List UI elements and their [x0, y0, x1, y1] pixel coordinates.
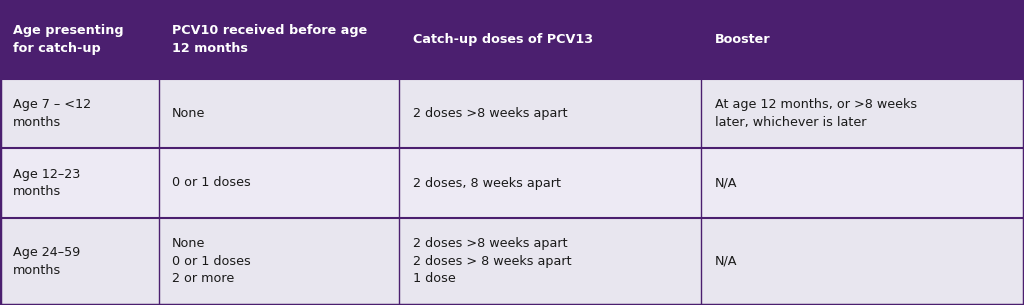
Text: 0 or 1 doses: 0 or 1 doses	[172, 177, 251, 189]
Text: 2 doses >8 weeks apart
2 doses > 8 weeks apart
1 dose: 2 doses >8 weeks apart 2 doses > 8 weeks…	[413, 237, 571, 285]
Bar	[701, 218, 1024, 305]
Bar	[399, 218, 701, 305]
Text: PCV10 received before age
12 months: PCV10 received before age 12 months	[172, 24, 368, 55]
Bar	[0, 0, 159, 79]
Text: None: None	[172, 107, 206, 120]
Bar	[0, 218, 159, 305]
Bar	[159, 79, 399, 148]
Bar	[159, 148, 399, 218]
Text: 2 doses >8 weeks apart: 2 doses >8 weeks apart	[413, 107, 567, 120]
Text: Age 12–23
months: Age 12–23 months	[13, 168, 81, 198]
Text: Age 24–59
months: Age 24–59 months	[13, 246, 81, 277]
Bar	[701, 148, 1024, 218]
Text: Age 7 – <12
months: Age 7 – <12 months	[13, 98, 91, 129]
Text: N/A: N/A	[715, 255, 737, 268]
Text: None
0 or 1 doses
2 or more: None 0 or 1 doses 2 or more	[172, 237, 251, 285]
Bar	[0, 79, 159, 148]
Bar	[399, 148, 701, 218]
Text: N/A: N/A	[715, 177, 737, 189]
Bar	[0, 148, 159, 218]
Text: At age 12 months, or >8 weeks
later, whichever is later: At age 12 months, or >8 weeks later, whi…	[715, 98, 916, 129]
Text: Age presenting
for catch-up: Age presenting for catch-up	[13, 24, 124, 55]
Bar	[701, 0, 1024, 79]
Bar	[399, 79, 701, 148]
Text: Catch-up doses of PCV13: Catch-up doses of PCV13	[413, 33, 593, 46]
Bar	[159, 218, 399, 305]
Bar	[701, 79, 1024, 148]
Bar	[159, 0, 399, 79]
Bar	[399, 0, 701, 79]
Text: Booster: Booster	[715, 33, 770, 46]
Text: 2 doses, 8 weeks apart: 2 doses, 8 weeks apart	[413, 177, 561, 189]
